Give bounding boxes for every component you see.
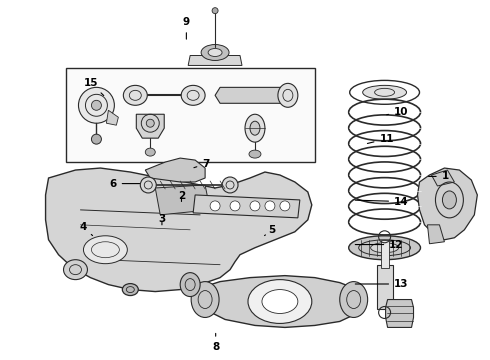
Ellipse shape [349, 236, 420, 260]
Polygon shape [193, 195, 300, 218]
Polygon shape [386, 300, 414, 328]
Ellipse shape [122, 284, 138, 296]
Polygon shape [155, 185, 210, 215]
Text: 3: 3 [158, 215, 166, 225]
Ellipse shape [280, 201, 290, 211]
Polygon shape [195, 276, 362, 328]
Ellipse shape [208, 49, 222, 57]
Polygon shape [417, 168, 477, 240]
Text: 8: 8 [212, 333, 220, 352]
Ellipse shape [340, 282, 368, 318]
Ellipse shape [210, 201, 220, 211]
Text: 1: 1 [429, 171, 449, 181]
Ellipse shape [370, 243, 398, 253]
Ellipse shape [222, 177, 238, 193]
Ellipse shape [83, 236, 127, 264]
Text: 10: 10 [387, 107, 409, 117]
Ellipse shape [363, 85, 407, 99]
Text: 15: 15 [84, 78, 104, 95]
Text: 9: 9 [183, 17, 190, 39]
Ellipse shape [442, 191, 456, 209]
Ellipse shape [250, 201, 260, 211]
Ellipse shape [140, 177, 156, 193]
Ellipse shape [250, 121, 260, 135]
Polygon shape [136, 114, 164, 138]
Ellipse shape [278, 84, 298, 107]
Text: 2: 2 [178, 191, 185, 202]
Ellipse shape [64, 260, 87, 280]
Polygon shape [145, 158, 205, 182]
Ellipse shape [147, 119, 154, 127]
Polygon shape [432, 170, 454, 186]
Polygon shape [188, 55, 242, 66]
Ellipse shape [123, 85, 147, 105]
Ellipse shape [181, 85, 205, 105]
Ellipse shape [180, 273, 200, 297]
Bar [66, 68, 315, 162]
Bar [377, 265, 392, 310]
Text: 14: 14 [355, 197, 409, 207]
Ellipse shape [230, 201, 240, 211]
Polygon shape [106, 110, 119, 125]
Polygon shape [215, 87, 295, 103]
Ellipse shape [78, 87, 114, 123]
Ellipse shape [245, 114, 265, 142]
Ellipse shape [248, 280, 312, 323]
Polygon shape [427, 225, 444, 244]
Ellipse shape [92, 100, 101, 110]
Text: 13: 13 [355, 279, 409, 289]
Text: 7: 7 [194, 159, 210, 169]
Text: 5: 5 [265, 225, 275, 235]
Ellipse shape [249, 150, 261, 158]
Text: 6: 6 [109, 179, 140, 189]
Ellipse shape [212, 8, 218, 14]
Ellipse shape [145, 148, 155, 156]
Text: 11: 11 [368, 134, 394, 144]
Bar [381, 240, 389, 268]
Ellipse shape [201, 45, 229, 60]
Ellipse shape [92, 134, 101, 144]
Ellipse shape [262, 289, 298, 314]
Polygon shape [46, 168, 312, 292]
Ellipse shape [265, 201, 275, 211]
Ellipse shape [191, 282, 219, 318]
Text: 12: 12 [355, 239, 404, 249]
Text: 4: 4 [79, 222, 93, 235]
